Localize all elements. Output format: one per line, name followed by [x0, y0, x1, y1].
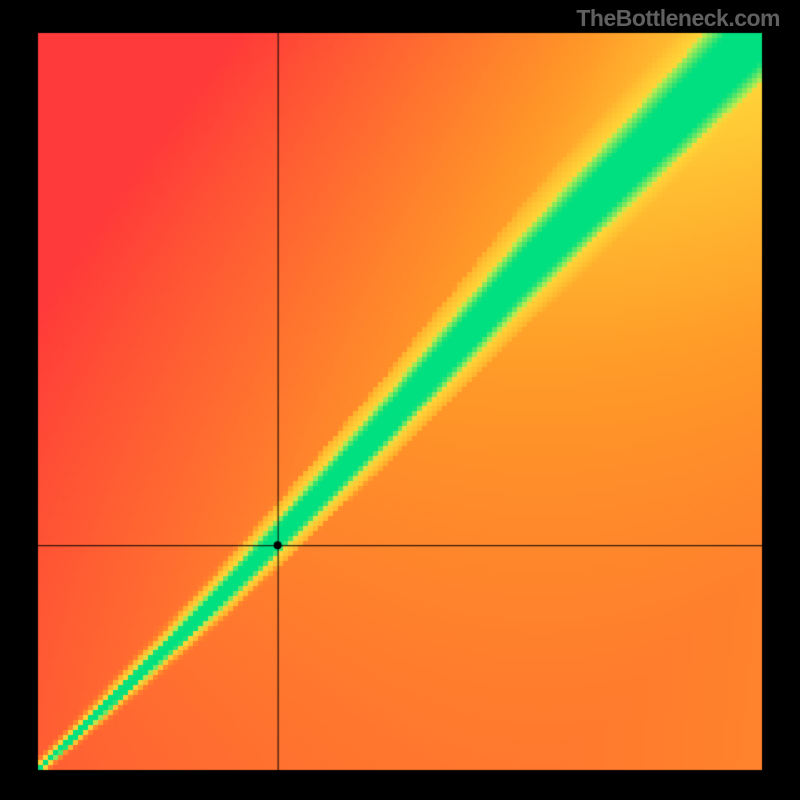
chart-container: TheBottleneck.com — [0, 0, 800, 800]
bottleneck-heatmap — [0, 0, 800, 800]
watermark-text: TheBottleneck.com — [576, 5, 780, 32]
